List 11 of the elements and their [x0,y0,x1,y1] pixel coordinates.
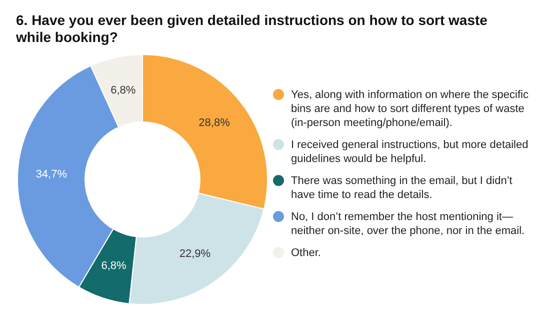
data-label: 34,7% [36,168,68,181]
data-label: 6,8% [101,260,127,272]
data-label: 6,8% [110,84,136,96]
data-label: 22,9% [179,248,211,260]
legend-label: I received general instructions, but more detailed guidelines would be helpful. [291,138,530,166]
chart-title: 6. Have you ever been given detailed instructions on how to sort waste while booking? [16,12,488,46]
legend-label: No, I don’t remember the host mentioning it—neither on-site, over the phone, nor in the email. [291,210,526,238]
legend-label: There was something in the email, but I didn’t have time to read the details. [291,174,514,202]
legend-label: Other. [291,246,321,260]
data-label: 28,8% [198,117,230,130]
legend-label: Yes, along with information on where the specific bins are and how to sort different types of waste (in-person meeting/phone/email). [291,88,530,130]
